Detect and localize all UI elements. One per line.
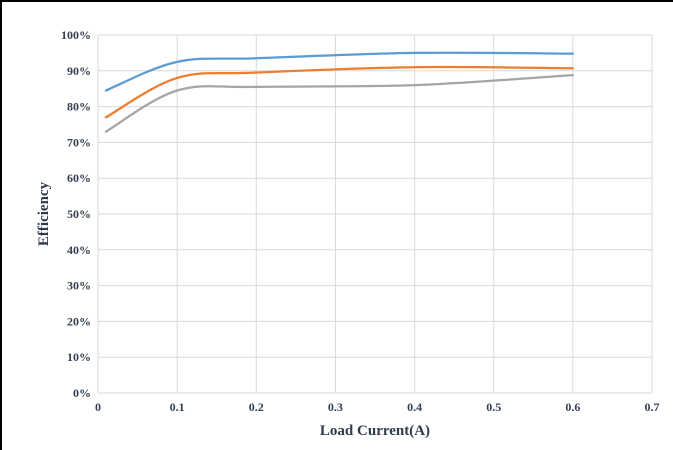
x-tick-label: 0.1	[170, 400, 185, 414]
series-line-1	[104, 51, 574, 92]
x-tick-label: 0.4	[407, 400, 422, 414]
series-line-2	[104, 65, 574, 119]
y-tick-label: 90%	[67, 64, 91, 78]
x-tick-label: 0.6	[565, 400, 580, 414]
y-tick-label: 60%	[67, 171, 91, 185]
x-tick-labels: 0 0.1 0.2 0.3 0.4 0.5 0.6 0.7	[95, 400, 660, 414]
y-tick-label: 100%	[61, 28, 91, 42]
y-tick-label: 20%	[67, 314, 91, 328]
series-lines	[104, 51, 574, 133]
series-line-3	[104, 73, 574, 133]
y-tick-label: 10%	[67, 350, 91, 364]
x-tick-label: 0.5	[486, 400, 501, 414]
x-axis-title: Load Current(A)	[320, 423, 430, 439]
y-tick-label: 50%	[67, 207, 91, 221]
y-tick-label: 80%	[67, 100, 91, 114]
x-tick-label: 0.2	[249, 400, 264, 414]
y-tick-labels: 0% 10% 20% 30% 40% 50% 60% 70% 80% 90% 100%	[61, 28, 91, 400]
y-tick-label: 30%	[67, 279, 91, 293]
y-tick-label: 40%	[67, 243, 91, 257]
y-tick-label: 0%	[73, 386, 91, 400]
x-tick-label: 0.3	[328, 400, 343, 414]
x-tick-label: 0	[95, 400, 101, 414]
y-axis-title: Efficiency	[36, 181, 52, 246]
x-tick-label: 0.7	[645, 400, 660, 414]
y-tick-label: 70%	[67, 135, 91, 149]
gridlines	[97, 34, 653, 394]
